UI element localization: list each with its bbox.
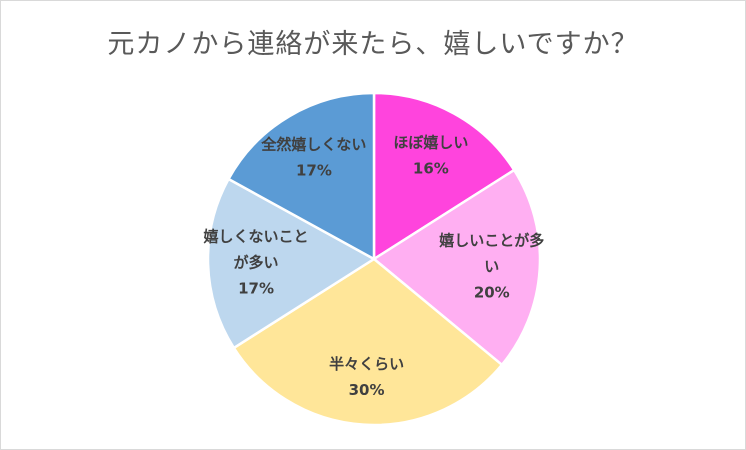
slice-category-label: が多い [234, 254, 279, 272]
pie-slice [206, 177, 376, 350]
slice-category-label: ほぼ嬉しい [393, 134, 468, 152]
pie-slice [372, 168, 542, 367]
slice-category-label: 全然嬉しくない [260, 135, 366, 153]
slice-value-label: 20% [474, 283, 510, 301]
slice-category-label: 半々くらい [329, 355, 404, 373]
slice-category-label: 嬉しくないこと [203, 228, 309, 246]
slice-value-label: 17% [238, 280, 274, 298]
slice-category-label: 嬉しいことが多 [438, 231, 544, 249]
pie-slice [232, 257, 504, 427]
slice-value-label: 30% [349, 381, 385, 399]
pie-slice [372, 91, 516, 261]
chart-title: 元カノから連絡が来たら、嬉しいですか？ [107, 29, 639, 60]
slice-category-label: い [484, 257, 499, 275]
slice-value-label: 17% [296, 161, 332, 179]
pie-slice [227, 91, 376, 261]
slice-value-label: 16% [413, 160, 449, 178]
